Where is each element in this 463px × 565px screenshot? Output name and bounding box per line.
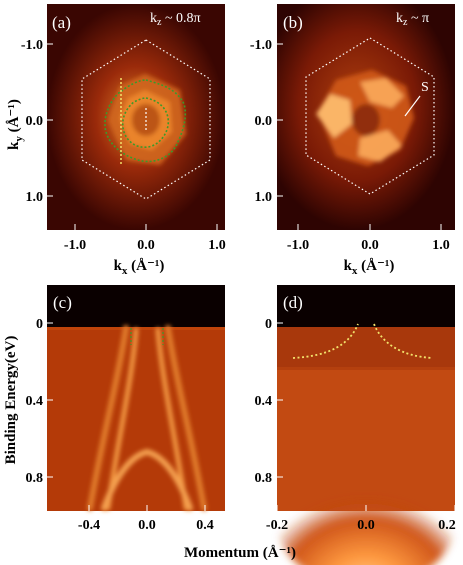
panel-a: (a) kz ~ 0.8π — [47, 4, 225, 230]
panel-a-green-contours — [104, 79, 187, 163]
panel-c-dark-region — [47, 285, 225, 327]
panel-d-xtick-1: 0.0 — [357, 518, 375, 533]
panel-d-ytick-2: 0.8 — [255, 471, 273, 486]
panel-a-ytick-2: 1.0 — [26, 190, 44, 205]
panel-b-xtick-1: 0.0 — [361, 238, 379, 253]
panel-b-xtick-0: -1.0 — [287, 238, 309, 253]
panel-c: (c) — [47, 285, 225, 511]
panel-b-brillouin-zone — [305, 37, 435, 195]
panel-c-xtick-2: 0.4 — [196, 518, 214, 533]
bottom-y-axis: 0 0.4 0.8 0 0.4 0.8 Binding Energy(eV) — [3, 317, 272, 486]
panel-d-ticks — [276, 322, 456, 511]
top-y-axis: -1.0 0.0 1.0 -1.0 0.0 1.0 ky (Å⁻¹) — [6, 38, 272, 205]
panel-c-dashed-overlay — [130, 328, 164, 345]
panel-b-kz-label: kz ~ π — [396, 11, 429, 28]
panel-c-ytick-1: 0.4 — [26, 394, 44, 409]
panel-a-xtick-1: 0.0 — [137, 238, 155, 253]
panel-c-ytick-0: 0 — [36, 317, 43, 332]
panel-c-ytick-2: 0.8 — [26, 471, 44, 486]
panel-b-intensity — [316, 70, 414, 166]
panel-a-ticks — [47, 43, 218, 230]
panel-a-kz-label: kz ~ 0.8π — [150, 11, 201, 28]
panel-a-xtick-0: -1.0 — [64, 238, 86, 253]
panel-a-ytick-0: -1.0 — [21, 38, 43, 53]
panel-a-ytick-1: 0.0 — [26, 114, 44, 129]
panel-d-ytick-0: 0 — [265, 317, 272, 332]
top-x-axis: -1.0 0.0 1.0 -1.0 0.0 1.0 kx (Å⁻¹) kx (Å… — [64, 238, 450, 277]
panel-d-xtick-2: 0.2 — [438, 518, 456, 533]
panel-b-ytick-2: 1.0 — [255, 190, 273, 205]
ky-axis-label: ky (Å⁻¹) — [6, 99, 25, 150]
panel-a-xtick-2: 1.0 — [208, 238, 226, 253]
panel-d-dark-region — [277, 285, 455, 327]
binding-energy-axis-label: Binding Energy(eV) — [3, 336, 19, 465]
panel-b-ytick-1: 0.0 — [255, 114, 273, 129]
panel-b-ticks — [277, 43, 442, 230]
panel-d-xtick-0: -0.2 — [266, 518, 288, 533]
panel-a-label: (a) — [52, 13, 71, 32]
panel-d-ytick-1: 0.4 — [255, 394, 273, 409]
panel-b-s-pointer — [404, 95, 421, 117]
panel-c-dispersion — [87, 325, 207, 511]
panel-b-kx-label: kx (Å⁻¹) — [344, 258, 395, 277]
panel-b-s-label: S — [421, 80, 429, 95]
panel-c-xtick-1: 0.0 — [138, 518, 156, 533]
panel-d-label: (d) — [283, 293, 303, 312]
panel-a-kx-label: kx (Å⁻¹) — [114, 258, 165, 277]
panel-d: (d) — [274, 285, 458, 565]
panel-b-xtick-2: 1.0 — [432, 238, 450, 253]
panel-a-intensity — [108, 74, 186, 165]
panel-b-ytick-0: -1.0 — [250, 38, 272, 53]
panel-b: (b) kz ~ π S — [277, 4, 455, 230]
panel-b-label: (b) — [283, 13, 303, 32]
panel-d-dome — [274, 434, 458, 565]
panel-c-ticks — [47, 322, 206, 511]
panel-c-xtick-0: -0.4 — [78, 518, 100, 533]
bottom-x-axis: -0.4 0.0 0.4 -0.2 0.0 0.2 Momentum (Å⁻¹) — [78, 518, 456, 561]
panel-d-dispersion-fit — [292, 323, 433, 359]
momentum-axis-label: Momentum (Å⁻¹) — [184, 545, 296, 561]
panel-c-label: (c) — [53, 293, 72, 312]
